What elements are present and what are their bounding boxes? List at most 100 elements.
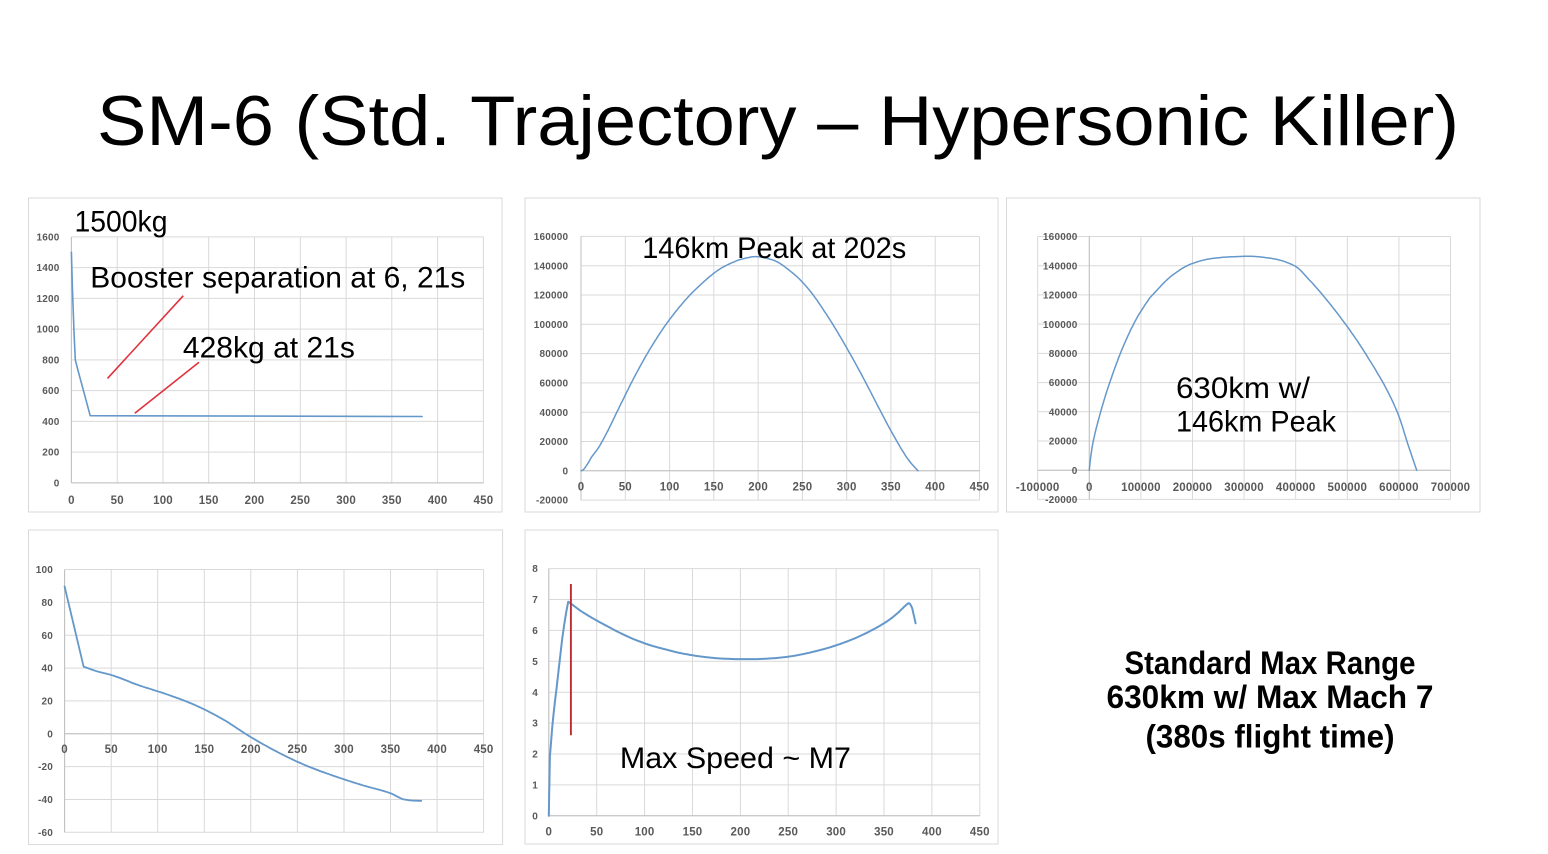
svg-text:300000: 300000 [1224, 482, 1264, 494]
svg-text:(380s flight time): (380s flight time) [1146, 719, 1395, 755]
svg-text:630km w/ Max Mach 7: 630km w/ Max Mach 7 [1107, 679, 1434, 715]
svg-text:-20000: -20000 [536, 496, 569, 507]
svg-text:400: 400 [922, 827, 942, 839]
svg-text:150: 150 [194, 744, 214, 756]
svg-text:50: 50 [111, 495, 124, 507]
svg-text:100000: 100000 [1121, 482, 1161, 494]
svg-text:150: 150 [704, 482, 724, 494]
svg-text:150: 150 [199, 495, 219, 507]
svg-text:450: 450 [970, 827, 990, 839]
svg-text:0: 0 [563, 466, 569, 477]
svg-text:400: 400 [427, 744, 447, 756]
svg-text:120000: 120000 [1043, 291, 1078, 302]
svg-text:20000: 20000 [539, 437, 568, 448]
svg-text:SM-6 (Std. Trajectory – Hypers: SM-6 (Std. Trajectory – Hypersonic Kille… [97, 81, 1459, 160]
svg-text:50: 50 [590, 827, 603, 839]
svg-text:400: 400 [428, 495, 448, 507]
svg-text:100000: 100000 [1043, 320, 1078, 331]
svg-text:450: 450 [474, 744, 494, 756]
svg-text:Standard Max Range: Standard Max Range [1125, 645, 1416, 681]
svg-text:1000: 1000 [36, 325, 59, 336]
svg-text:200: 200 [241, 744, 261, 756]
svg-text:630km w/: 630km w/ [1176, 372, 1311, 405]
svg-text:400: 400 [42, 417, 60, 428]
svg-text:400000: 400000 [1276, 482, 1316, 494]
svg-text:1600: 1600 [36, 233, 59, 244]
svg-text:50: 50 [105, 744, 118, 756]
svg-text:2: 2 [532, 750, 538, 761]
svg-text:200: 200 [42, 448, 60, 459]
svg-text:300: 300 [826, 827, 846, 839]
svg-text:200: 200 [245, 495, 265, 507]
svg-text:450: 450 [970, 482, 990, 494]
svg-text:0: 0 [1072, 466, 1078, 477]
svg-text:Max Speed ~ M7: Max Speed ~ M7 [620, 742, 851, 775]
svg-text:250: 250 [290, 495, 310, 507]
svg-text:100: 100 [660, 482, 680, 494]
svg-text:150: 150 [683, 827, 703, 839]
svg-text:-20000: -20000 [1045, 495, 1078, 506]
svg-text:350: 350 [381, 744, 401, 756]
svg-text:700000: 700000 [1431, 482, 1471, 494]
svg-text:250: 250 [793, 482, 813, 494]
svg-text:300: 300 [334, 744, 354, 756]
svg-text:100000: 100000 [534, 320, 569, 331]
svg-text:600: 600 [42, 386, 60, 397]
svg-text:1500kg: 1500kg [75, 206, 168, 239]
svg-text:20000: 20000 [1049, 437, 1078, 448]
svg-text:400: 400 [925, 482, 945, 494]
svg-text:40: 40 [41, 664, 53, 675]
svg-text:100: 100 [36, 565, 54, 576]
svg-text:800: 800 [42, 356, 60, 367]
svg-text:7: 7 [532, 595, 538, 606]
svg-text:5: 5 [532, 657, 538, 668]
svg-text:60000: 60000 [1049, 378, 1078, 389]
svg-text:146km Peak: 146km Peak [1176, 405, 1337, 438]
svg-text:428kg at 21s: 428kg at 21s [183, 331, 355, 364]
svg-text:200000: 200000 [1173, 482, 1213, 494]
svg-text:0: 0 [1086, 482, 1093, 494]
svg-text:500000: 500000 [1328, 482, 1368, 494]
svg-text:6: 6 [532, 626, 538, 637]
svg-text:40000: 40000 [1049, 407, 1078, 418]
svg-text:8: 8 [532, 564, 538, 575]
svg-text:50: 50 [619, 482, 632, 494]
svg-text:350: 350 [874, 827, 894, 839]
svg-text:146km Peak at 202s: 146km Peak at 202s [642, 232, 906, 265]
svg-text:-100000: -100000 [1016, 482, 1060, 494]
svg-text:200: 200 [748, 482, 768, 494]
svg-text:3: 3 [532, 719, 538, 730]
svg-text:1200: 1200 [36, 294, 59, 305]
svg-text:0: 0 [68, 495, 75, 507]
svg-text:1: 1 [532, 781, 538, 792]
svg-text:4: 4 [532, 688, 538, 699]
svg-text:-40: -40 [38, 795, 53, 806]
svg-text:0: 0 [545, 827, 552, 839]
svg-text:350: 350 [382, 495, 402, 507]
svg-text:0: 0 [61, 744, 68, 756]
svg-text:450: 450 [474, 495, 494, 507]
svg-text:100: 100 [153, 495, 173, 507]
svg-text:300: 300 [336, 495, 356, 507]
svg-text:20: 20 [41, 697, 53, 708]
svg-text:600000: 600000 [1379, 482, 1419, 494]
svg-text:0: 0 [47, 729, 53, 740]
svg-text:0: 0 [532, 811, 538, 822]
svg-text:1400: 1400 [36, 263, 59, 274]
svg-text:160000: 160000 [1043, 232, 1078, 243]
svg-text:80000: 80000 [539, 349, 568, 360]
svg-text:140000: 140000 [1043, 261, 1078, 272]
svg-text:120000: 120000 [534, 291, 569, 302]
svg-text:300: 300 [837, 482, 857, 494]
svg-text:250: 250 [288, 744, 308, 756]
svg-text:100: 100 [635, 827, 655, 839]
svg-text:60: 60 [41, 631, 53, 642]
svg-text:140000: 140000 [534, 261, 569, 272]
svg-text:0: 0 [54, 479, 60, 490]
svg-text:100: 100 [148, 744, 168, 756]
svg-text:80: 80 [41, 598, 53, 609]
svg-text:40000: 40000 [539, 408, 568, 419]
svg-text:-20: -20 [38, 762, 53, 773]
svg-text:350: 350 [881, 482, 901, 494]
svg-text:160000: 160000 [534, 232, 569, 243]
